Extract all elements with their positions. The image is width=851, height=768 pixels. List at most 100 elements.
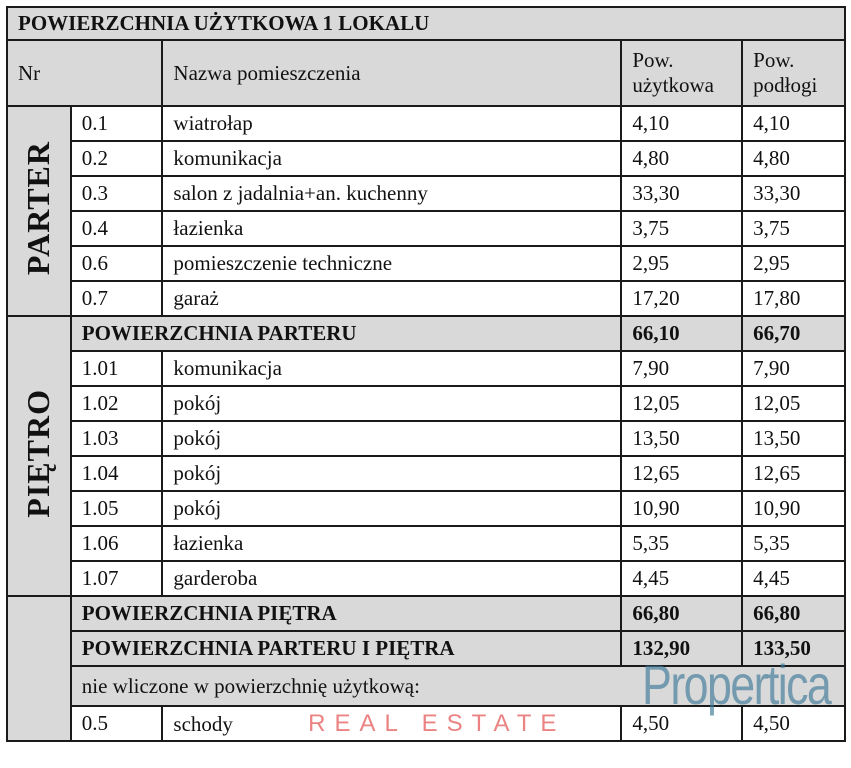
summary-row-pietro: POWIERZCHNIA PIĘTRA 66,80 66,80	[6, 595, 846, 742]
watermark-brand: Propertica	[641, 653, 832, 716]
room-pow-p: 4,10	[741, 105, 846, 142]
room-pow-p: 13,50	[741, 420, 846, 457]
header-pow-podlogi: Pow. podłogi	[741, 39, 846, 107]
room-nr: 0.4	[69, 210, 164, 247]
room-pow-u: 2,95	[620, 245, 744, 282]
room-pow-u: 12,05	[620, 385, 744, 422]
group-label-parter: PARTER	[6, 105, 72, 317]
summary-u: 132,90	[620, 630, 744, 667]
excluded-label: nie wliczone w powierzchnię użytkową:	[81, 673, 420, 698]
room-name: pokój	[161, 420, 623, 457]
room-pow-p: 33,30	[741, 175, 846, 212]
table-row: 1.06 łazienka 5,35 5,35	[7, 525, 846, 562]
room-pow-u: 33,30	[620, 175, 744, 212]
room-pow-p: 12,65	[741, 455, 846, 492]
room-pow-u: 4,10	[620, 105, 744, 142]
summary-u: 66,80	[620, 595, 744, 632]
group-label-pietro: PIĘTRO	[6, 315, 72, 597]
room-nr: 1.07	[69, 560, 164, 597]
room-nr: 0.6	[69, 245, 164, 282]
room-name: garderoba	[161, 560, 623, 597]
room-name: schody	[173, 711, 233, 736]
table-row: 0.4 łazienka 3,75 3,75	[7, 210, 846, 247]
room-pow-u: 4,80	[620, 140, 744, 177]
room-pow-p: 17,80	[741, 280, 846, 317]
room-pow-p: 3,75	[741, 210, 846, 247]
table-row: 1.03 pokój 13,50 13,50	[7, 420, 846, 457]
table-row: 0.3 salon z jadalnia+an. kuchenny 33,30 …	[7, 175, 846, 212]
table-title: POWIERZCHNIA UŻYTKOWA 1 LOKALU	[6, 6, 846, 41]
room-pow-p: 4,80	[741, 140, 846, 177]
excluded-label-row: nie wliczone w powierzchnię użytkową: Pr…	[7, 653, 847, 716]
table-row: 1.07 garderoba 4,45 4,45	[7, 560, 846, 597]
room-pow-p: 2,95	[741, 245, 846, 282]
room-pow-u: 3,75	[620, 210, 744, 247]
table-row: 0.7 garaż 17,20 17,80	[7, 280, 846, 317]
room-nr: 1.06	[69, 525, 164, 562]
header-name: Nazwa pomieszczenia	[161, 39, 623, 107]
table-row: 1.05 pokój 10,90 10,90	[7, 490, 846, 527]
room-nr: 0.2	[69, 140, 164, 177]
summary-label: POWIERZCHNIA PARTERU	[69, 315, 623, 352]
room-pow-u: 4,45	[620, 560, 744, 597]
room-nr: 1.03	[69, 420, 164, 457]
room-pow-p: 4,45	[741, 560, 846, 597]
summary-p: 66,70	[741, 315, 846, 352]
room-name: łazienka	[161, 210, 623, 247]
room-name: komunikacja	[161, 350, 623, 387]
room-nr: 1.04	[69, 455, 164, 492]
table-row: 0.2 komunikacja 4,80 4,80	[7, 140, 846, 177]
room-name: pokój	[161, 455, 623, 492]
table-row: 1.02 pokój 12,05 12,05	[7, 385, 846, 422]
header-row: Nr Nazwa pomieszczenia Pow. użytkowa Pow…	[5, 39, 846, 107]
table-row: 1.01 komunikacja 7,90 7,90	[7, 350, 846, 387]
room-pow-u: 7,90	[620, 350, 744, 387]
summary-p: 66,80	[741, 595, 846, 632]
room-pow-u: 17,20	[620, 280, 744, 317]
summary-p: 133,50	[741, 630, 846, 667]
room-pow-u: 5,35	[620, 525, 744, 562]
room-name-cell: schody REAL ESTATE	[161, 705, 623, 742]
table-row: 0.5 schody REAL ESTATE 4,50 4,50	[7, 705, 846, 742]
excluded-label-cell: nie wliczone w powierzchnię użytkową: Pr…	[69, 653, 847, 716]
room-pow-u: 10,90	[620, 490, 744, 527]
room-nr: 1.05	[69, 490, 164, 527]
room-name: łazienka	[161, 525, 623, 562]
room-pow-p: 4,50	[741, 705, 846, 742]
room-nr: 0.5	[69, 705, 164, 742]
summary-row-total: POWIERZCHNIA PARTERU I PIĘTRA 132,90 133…	[7, 630, 846, 667]
room-nr: 1.01	[69, 350, 164, 387]
room-nr: 0.3	[69, 175, 164, 212]
watermark-tagline: REAL ESTATE	[308, 709, 566, 737]
room-pow-u: 13,50	[620, 420, 744, 457]
room-pow-p: 12,05	[741, 385, 846, 422]
group-label-text: PARTER	[20, 140, 57, 276]
room-name: garaż	[161, 280, 623, 317]
header-pow-uzytkowa: Pow. użytkowa	[620, 39, 744, 107]
header-nr: Nr	[5, 39, 164, 107]
room-nr: 0.7	[69, 280, 164, 317]
room-pow-p: 5,35	[741, 525, 846, 562]
room-pow-u: 4,50	[620, 705, 744, 742]
room-pow-u: 12,65	[620, 455, 744, 492]
room-pow-p: 10,90	[741, 490, 846, 527]
room-name: wiatrołap	[161, 105, 623, 142]
summary-row-parter: PIĘTRO POWIERZCHNIA PARTERU 66,10 66,70	[6, 315, 846, 597]
room-name: pomieszczenie techniczne	[161, 245, 623, 282]
table-row: PARTER 0.1 wiatrołap 4,10 4,10	[6, 105, 846, 317]
table-row: 0.6 pomieszczenie techniczne 2,95 2,95	[7, 245, 846, 282]
summary-label: POWIERZCHNIA PIĘTRA	[69, 595, 623, 632]
room-name: pokój	[161, 385, 623, 422]
room-name: pokój	[161, 490, 623, 527]
room-nr: 0.1	[69, 105, 164, 142]
empty-group-cell	[6, 595, 72, 742]
room-name: komunikacja	[161, 140, 623, 177]
summary-label: POWIERZCHNIA PARTERU I PIĘTRA	[69, 630, 623, 667]
group-label-text: PIĘTRO	[20, 388, 57, 518]
table-row: 1.04 pokój 12,65 12,65	[7, 455, 846, 492]
summary-u: 66,10	[620, 315, 744, 352]
area-table: POWIERZCHNIA UŻYTKOWA 1 LOKALU Nr Nazwa …	[5, 6, 847, 742]
room-name: salon z jadalnia+an. kuchenny	[161, 175, 623, 212]
room-nr: 1.02	[69, 385, 164, 422]
room-pow-p: 7,90	[741, 350, 846, 387]
